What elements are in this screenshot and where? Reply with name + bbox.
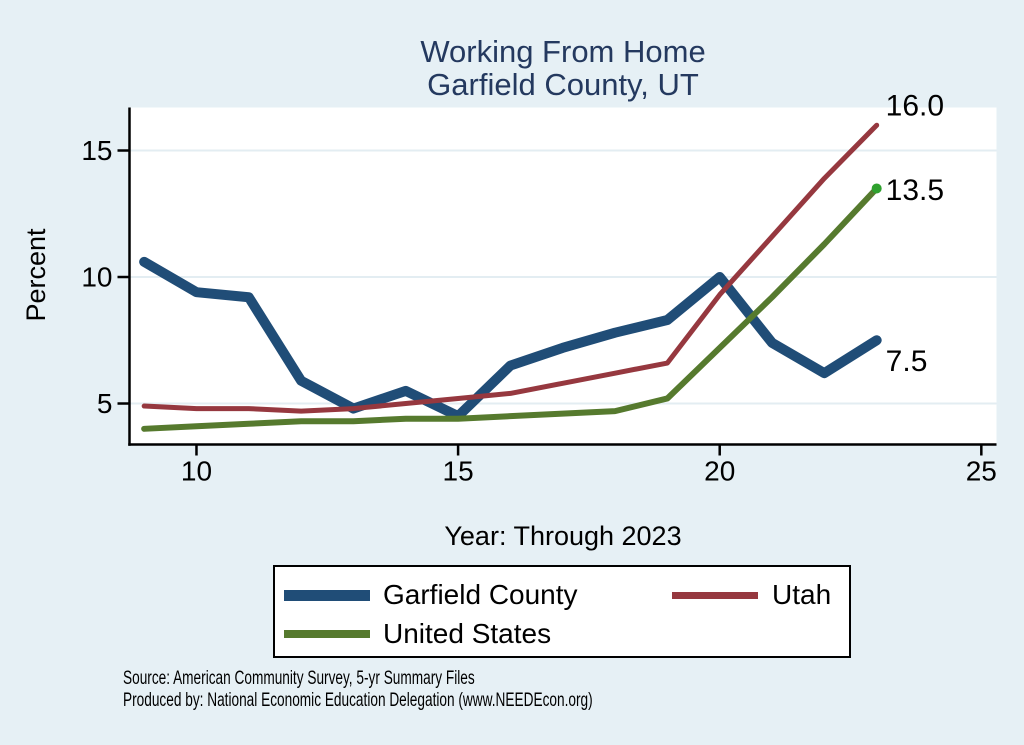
series-line-utah bbox=[141, 122, 880, 414]
y-tick-label-10: 10 bbox=[81, 262, 112, 293]
chart-title: Working From Home Garfield County, UT bbox=[102, 35, 1024, 101]
chart-title-line1: Working From Home bbox=[420, 34, 706, 69]
series-line-garfield-county bbox=[139, 256, 882, 422]
series-end-marker-united-states bbox=[871, 183, 882, 194]
legend: Garfield County Utah United States bbox=[273, 565, 851, 658]
x-tick-label-10: 10 bbox=[181, 456, 212, 487]
legend-label-utah: Utah bbox=[772, 579, 832, 610]
legend-swatch-garfield-county bbox=[284, 590, 370, 601]
x-axis-title: Year: Through 2023 bbox=[444, 521, 681, 551]
chart-title-line2: Garfield County, UT bbox=[427, 67, 699, 102]
legend-swatch-utah bbox=[672, 592, 758, 599]
x-tick-label-15: 15 bbox=[443, 456, 474, 487]
legend-label-united-states: United States bbox=[383, 618, 552, 649]
legend-swatch-united-states bbox=[284, 630, 370, 638]
y-tick-label-15: 15 bbox=[81, 135, 112, 166]
x-tick-label-20: 20 bbox=[704, 456, 735, 487]
source-line: Source: American Community Survey, 5-yr … bbox=[123, 667, 475, 689]
y-tick-label-5: 5 bbox=[97, 388, 113, 419]
plot-area: 5 10 15 10 15 20 25 7.5 16.0 13.5 Percent Year: Thr… bbox=[21, 90, 997, 551]
series-line-united-states bbox=[141, 185, 880, 432]
produced-by-line: Produced by: National Economic Education… bbox=[123, 688, 593, 711]
series-end-label-garfield-county: 7.5 bbox=[886, 345, 928, 378]
plot-background bbox=[129, 107, 997, 445]
x-tick-label-25: 25 bbox=[966, 456, 997, 487]
series-end-label-united-states: 13.5 bbox=[886, 174, 944, 207]
y-axis-title: Percent bbox=[21, 228, 51, 322]
legend-label-garfield-county: Garfield County bbox=[383, 579, 578, 610]
source-note: Source: American Community Survey, 5-yr … bbox=[123, 667, 593, 711]
series-end-label-utah: 16.0 bbox=[886, 90, 944, 123]
